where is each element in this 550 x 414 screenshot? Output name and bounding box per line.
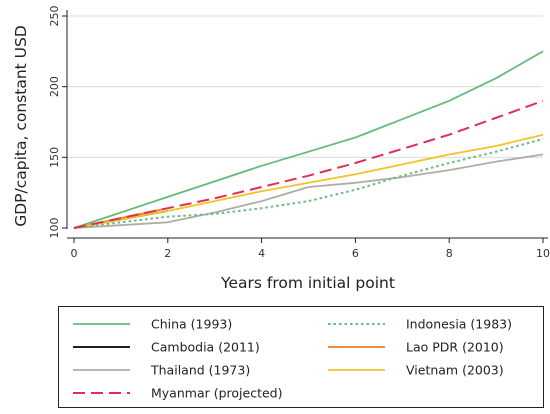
x-tick-label-4: 4	[258, 247, 265, 260]
legend-label-thailand-1973: Thailand (1973)	[150, 363, 250, 378]
plot-area	[73, 50, 544, 229]
x-tick-label-10: 10	[536, 247, 550, 260]
series-line-thailand-1973	[73, 153, 544, 229]
y-tick-label-100: 100	[48, 218, 61, 239]
axes: 100 150 200 250 0 2 4 6 8 10	[48, 6, 550, 261]
legend-label-china-1993: China (1993)	[151, 317, 232, 332]
x-tick-label-0: 0	[71, 247, 78, 260]
x-axis-title: Years from initial point	[220, 274, 395, 292]
x-tick-label-2: 2	[164, 247, 171, 260]
y-tick-label-200: 200	[48, 76, 61, 97]
legend-label-vietnam-2003: Vietnam (2003)	[406, 363, 504, 378]
legend-label-indonesia-1983: Indonesia (1983)	[406, 317, 512, 332]
y-tick-label-150: 150	[48, 147, 61, 168]
series-line-indonesia-1983	[73, 138, 544, 229]
gridlines	[66, 15, 543, 158]
legend: China (1993) Indonesia (1983) Cambodia (20…	[58, 306, 544, 408]
x-tick-label-8: 8	[446, 247, 453, 260]
x-tick-label-6: 6	[352, 247, 359, 260]
legend-box	[58, 306, 544, 408]
y-axis-title: GDP/capita, constant USD	[12, 25, 30, 227]
y-tick-label-250: 250	[48, 6, 61, 27]
legend-label-cambodia-2011: Cambodia (2011)	[151, 340, 260, 355]
series-line-myanmar-projected	[73, 99, 544, 229]
legend-label-myanmar-projected: Myanmar (projected)	[151, 386, 282, 401]
legend-label-lao-pdr-2010: Lao PDR (2010)	[406, 340, 504, 355]
series-line-vietnam-2003	[73, 133, 544, 229]
series-line-china-1993	[73, 50, 544, 229]
